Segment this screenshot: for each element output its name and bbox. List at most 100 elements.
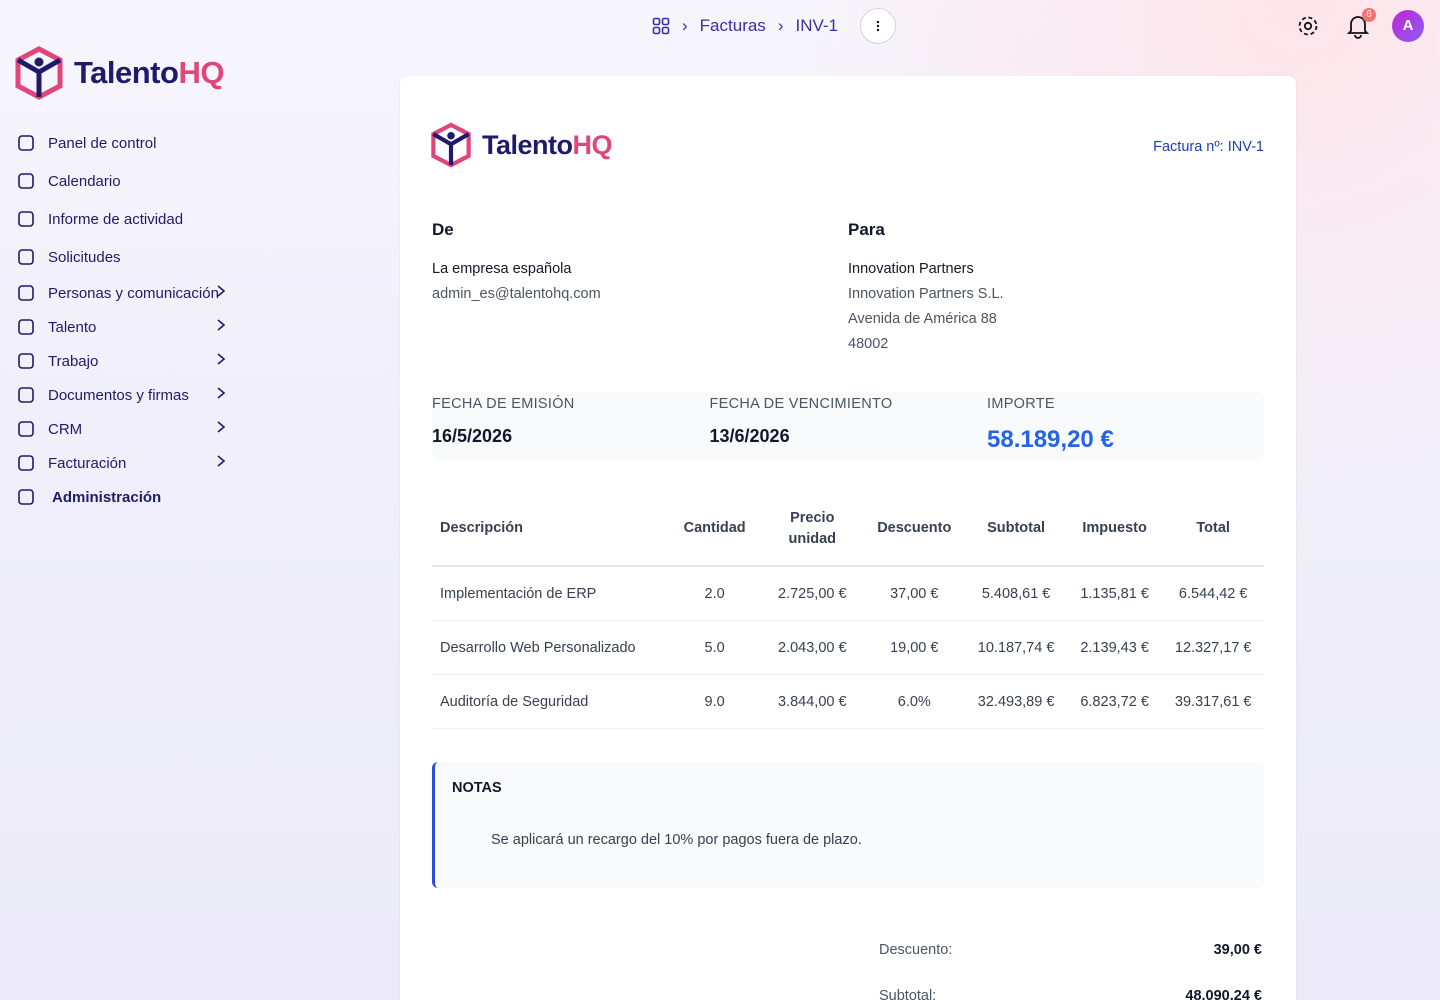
nav-label: Facturación	[48, 454, 127, 472]
separator: ›	[777, 16, 784, 35]
column-header: Subtotal	[965, 492, 1067, 567]
nav-item[interactable]: Documentos y firmas	[16, 383, 246, 407]
nav-item[interactable]: Panel de control	[16, 131, 246, 155]
totals-label: Subtotal:	[879, 988, 937, 1000]
table-cell: 37,00 €	[863, 566, 966, 621]
party-line: 48002	[848, 336, 889, 352]
table-cell: Implementación de ERP	[432, 566, 668, 621]
logo-text: HQ	[572, 129, 613, 160]
chevron-icon	[217, 353, 226, 365]
chevron	[216, 420, 238, 438]
column-header: Impuesto	[1066, 492, 1163, 567]
dots-icon	[876, 20, 880, 32]
home-grid-icon[interactable]	[652, 17, 670, 35]
chevron	[216, 318, 238, 336]
nav-icon	[18, 319, 34, 335]
chevron	[216, 284, 238, 302]
party-line: admin_es@talentohq.com	[432, 286, 601, 302]
party-heading: De	[432, 220, 454, 239]
invoice-number: Factura nº: INV-1	[1153, 139, 1264, 155]
nav-item[interactable]: CRM	[16, 417, 246, 441]
summary-label: IMPORTE	[987, 396, 1055, 412]
nav-icon	[18, 455, 34, 471]
totals-value: 48.090,24 €	[1185, 988, 1262, 1000]
nav-label: Administración	[52, 488, 162, 506]
nav-icon	[18, 421, 34, 437]
nav-icon	[18, 173, 34, 189]
column-header: Precio unidad	[761, 492, 864, 567]
nav-item[interactable]: Informe de actividad	[16, 207, 246, 231]
party-name: La empresa española	[432, 261, 572, 277]
column-header: Descripción	[432, 492, 668, 567]
summary-label: FECHA DE EMISIÓN	[432, 396, 575, 412]
logo-text: HQ	[178, 55, 224, 90]
table-row: Implementación de ERP 2.0 2.725,00 €37,00 …	[432, 566, 1264, 621]
table-cell: 12.327,17 €	[1162, 620, 1264, 675]
party-line: Innovation Partners S.L.	[848, 286, 1004, 302]
nav-label: Talento	[48, 318, 97, 336]
nav-item[interactable]: Facturación	[16, 451, 246, 475]
nav-icon	[18, 489, 34, 505]
party-heading: Para	[848, 220, 885, 239]
notification-badge: 6	[1362, 8, 1376, 22]
notifications-button[interactable]	[1345, 13, 1371, 39]
table-row: Desarrollo Web Personalizado 5.0 2.043,00 …	[432, 620, 1264, 675]
nav-label: Informe de actividad	[48, 210, 184, 228]
nav-label: Calendario	[48, 172, 121, 190]
nav-label: Trabajo	[48, 352, 99, 370]
logo-text: Talento	[482, 129, 573, 160]
separator: ›	[682, 16, 688, 35]
table-cell: 2.0	[667, 566, 762, 621]
table-cell: 9.0	[667, 674, 762, 729]
more-button[interactable]	[860, 8, 896, 44]
chevron-icon	[217, 319, 226, 331]
table-cell: Auditoría de Seguridad	[432, 674, 668, 729]
table-cell: 1.135,81 €	[1066, 566, 1163, 621]
nav-item[interactable]: Solicitudes	[16, 245, 246, 269]
table-header: Descripción Cantidad Precio unidad Descuent…	[432, 492, 1264, 567]
items-table: Descripción Cantidad Precio unidad Descuent…	[432, 492, 1264, 729]
summary-label: FECHA DE VENCIMIENTO	[709, 396, 893, 412]
notes-title: NOTAS	[452, 780, 502, 796]
table-cell: Desarrollo Web Personalizado	[432, 620, 668, 675]
table-cell: 3.844,00 €	[761, 674, 864, 729]
nav-icon	[18, 211, 34, 227]
table-row: Auditoría de Seguridad 9.0 3.844,00 €6.0% 3…	[432, 674, 1264, 729]
nav-item[interactable]: Calendario	[16, 169, 246, 193]
avatar[interactable]: A	[1392, 10, 1424, 42]
summary-value: 16/5/2026	[432, 426, 513, 446]
logo-icon	[15, 46, 63, 100]
table-cell: 10.187,74 €	[965, 620, 1067, 675]
settings-button[interactable]	[1296, 14, 1320, 38]
table-cell: 19,00 €	[863, 620, 966, 675]
table-cell: 39.317,61 €	[1162, 674, 1264, 729]
nav-item[interactable]: Talento	[16, 315, 246, 339]
nav-label: Panel de control	[48, 134, 157, 152]
chevron	[216, 454, 238, 472]
breadcrumb-link[interactable]: Facturas	[699, 16, 766, 35]
table-cell: 2.139,43 €	[1066, 620, 1163, 675]
table-cell: 6.0%	[863, 674, 966, 729]
nav-label: CRM	[48, 420, 83, 438]
sidebar-logo[interactable]: TalentoHQ	[14, 46, 224, 100]
chevron	[216, 352, 238, 370]
column-header: Total	[1162, 492, 1264, 567]
summary-value: 58.189,20 €	[987, 426, 1114, 453]
table-cell: 5.0	[667, 620, 762, 675]
chevron-icon	[217, 455, 226, 467]
nav-item[interactable]: Administración	[16, 485, 246, 509]
column-header: Cantidad	[667, 492, 762, 567]
nav-icon	[18, 285, 34, 301]
column-header: Descuento	[863, 492, 966, 567]
nav-item[interactable]: Personas y comunicación	[16, 281, 246, 305]
table-cell: 6.823,72 €	[1066, 674, 1163, 729]
breadcrumb-current: INV-1	[795, 16, 839, 35]
chevron-icon	[217, 421, 226, 433]
logo-icon	[431, 122, 471, 168]
nav-icon	[18, 135, 34, 151]
table-cell: 6.544,42 €	[1162, 566, 1264, 621]
table-cell: 5.408,61 €	[965, 566, 1067, 621]
nav-item[interactable]: Trabajo	[16, 349, 246, 373]
notes-text: Se aplicará un recargo del 10% por pagos…	[491, 832, 862, 848]
